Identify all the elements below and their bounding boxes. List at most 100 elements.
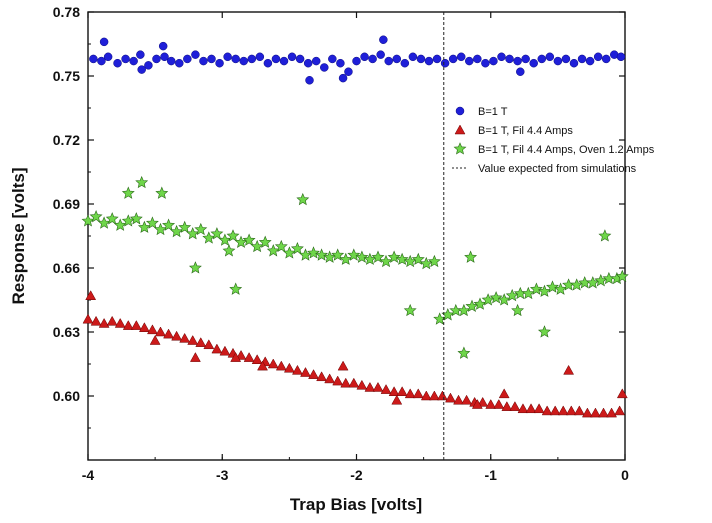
red-series-point <box>485 399 497 409</box>
blue-series-point <box>103 52 113 62</box>
blue-series-point <box>311 56 321 66</box>
green-series-point <box>347 248 361 261</box>
blue-series-point <box>328 54 337 64</box>
red-series-point <box>98 317 110 328</box>
green-series-point <box>387 250 401 263</box>
green-series-point <box>194 222 208 236</box>
red-series-point <box>549 405 561 416</box>
blue-series-point <box>231 54 240 64</box>
red-series-point <box>147 324 158 335</box>
green-series-point <box>489 291 503 304</box>
green-series-point <box>105 212 119 225</box>
blue-series-point <box>199 56 208 66</box>
blue-series-point <box>89 54 98 64</box>
green-series-point <box>554 282 568 295</box>
green-series-point <box>81 214 95 227</box>
x-tick-label: -2 <box>350 467 363 483</box>
blue-series-point <box>175 58 184 68</box>
blue-series-point <box>239 56 248 66</box>
red-series-point <box>565 405 577 416</box>
red-series-point <box>525 403 537 414</box>
red-series-point <box>372 381 384 392</box>
red-series-point <box>420 390 432 401</box>
x-axis: -4 -3 -2 -1 0 <box>82 12 629 483</box>
blue-series-point <box>247 54 257 64</box>
green-series-point <box>121 186 135 199</box>
data-series <box>81 35 629 418</box>
green-series-point <box>170 224 184 238</box>
red-series-point <box>308 369 319 379</box>
blue-series-point <box>99 37 109 47</box>
blue-series-point <box>400 58 410 68</box>
red-series-point <box>163 328 174 339</box>
blue-series-point <box>255 52 265 62</box>
blue-series-point <box>529 58 538 68</box>
red-series-point <box>155 326 166 337</box>
red-series-point <box>348 377 360 388</box>
blue-series-point <box>537 54 547 64</box>
green-series-point <box>403 303 417 317</box>
green-series-point <box>457 346 471 359</box>
green-series-point <box>395 252 409 265</box>
green-series-point <box>598 229 612 242</box>
blue-series-point <box>473 54 482 64</box>
blue-series-point <box>408 52 418 62</box>
blue-series-point <box>593 52 603 62</box>
green-series-point <box>529 282 543 295</box>
blue-series-point <box>616 52 626 62</box>
red-series-point <box>251 354 263 364</box>
green-series-point <box>464 250 478 263</box>
blue-series-point <box>497 52 506 62</box>
blue-series-point <box>379 35 388 44</box>
red-series-point <box>316 371 328 382</box>
blue-series-point <box>158 41 168 51</box>
blue-series-point <box>279 56 289 66</box>
red-series-point <box>195 337 207 347</box>
red-series-point <box>388 386 400 396</box>
red-series-point <box>235 349 247 360</box>
blue-series-point <box>505 54 514 64</box>
green-series-point <box>229 282 243 295</box>
red-series-point <box>533 403 545 414</box>
x-tick-label: -1 <box>485 467 498 483</box>
green-series-point <box>135 175 149 189</box>
series-1 <box>82 290 628 418</box>
x-tick-label: -4 <box>82 467 95 483</box>
red-series-point <box>171 330 183 341</box>
red-series-point <box>380 384 392 394</box>
blue-series-point <box>320 63 329 72</box>
legend-marker-0 <box>455 106 465 116</box>
red-series-point <box>581 407 593 418</box>
green-series-point <box>145 216 159 229</box>
y-tick-label: 0.63 <box>53 324 80 340</box>
legend-marker-1 <box>454 124 466 135</box>
blue-series-point <box>303 58 313 68</box>
blue-series-point <box>344 67 353 76</box>
green-series-point <box>155 186 169 199</box>
green-series-point <box>411 252 425 265</box>
blue-series-point <box>97 56 106 66</box>
green-series-point <box>315 248 329 261</box>
green-series-point <box>521 286 535 300</box>
red-series-point <box>122 320 134 330</box>
y-axis: 0.60 0.63 0.66 0.69 0.72 0.75 0.78 <box>53 4 625 461</box>
green-series-point <box>537 325 551 338</box>
red-series-point <box>82 313 94 324</box>
green-series-point <box>274 239 288 253</box>
green-series-point <box>282 246 296 259</box>
red-series-point <box>563 364 575 375</box>
series-2 <box>81 175 629 359</box>
blue-series-point <box>521 54 530 64</box>
blue-series-point <box>136 50 145 59</box>
y-tick-label: 0.72 <box>53 132 80 148</box>
green-series-point <box>537 284 551 297</box>
blue-series-point <box>456 52 466 62</box>
red-series-point <box>283 362 295 373</box>
plot-area <box>87 11 626 461</box>
green-series-point <box>162 218 176 231</box>
legend-label-reference: Value expected from simulations <box>478 163 637 175</box>
blue-series-point <box>166 56 176 66</box>
y-tick-label: 0.69 <box>53 196 80 212</box>
blue-series-point <box>569 58 579 68</box>
red-series-point <box>616 388 628 399</box>
